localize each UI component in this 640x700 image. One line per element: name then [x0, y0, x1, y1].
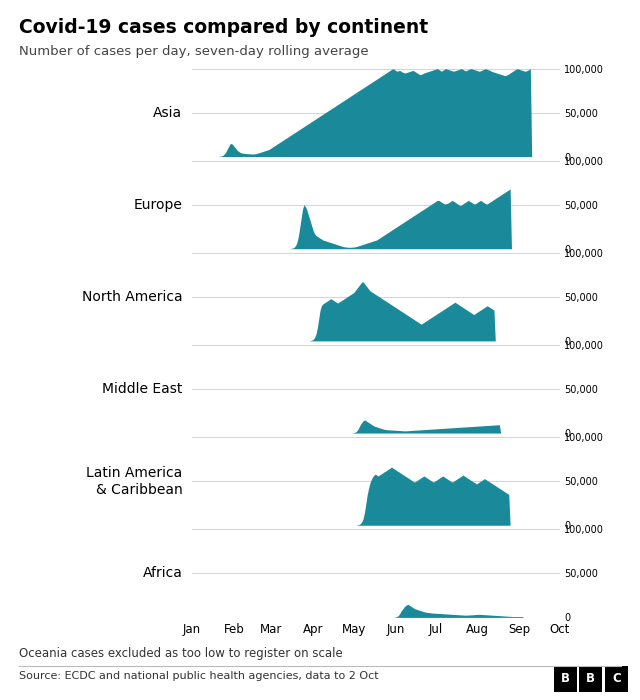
Text: Covid-19 cases compared by continent: Covid-19 cases compared by continent: [19, 18, 428, 37]
Text: Asia: Asia: [153, 106, 182, 120]
Text: B: B: [586, 673, 595, 685]
Text: B: B: [561, 673, 570, 685]
Text: Africa: Africa: [143, 566, 182, 580]
Text: Oceania cases excluded as too low to register on scale: Oceania cases excluded as too low to reg…: [19, 648, 343, 661]
Text: C: C: [612, 673, 621, 685]
Text: Latin America
& Caribbean: Latin America & Caribbean: [86, 466, 182, 497]
Text: North America: North America: [82, 290, 182, 304]
Text: Europe: Europe: [134, 197, 182, 211]
Text: Source: ECDC and national public health agencies, data to 2 Oct: Source: ECDC and national public health …: [19, 671, 379, 680]
Text: Middle East: Middle East: [102, 382, 182, 396]
Text: Number of cases per day, seven-day rolling average: Number of cases per day, seven-day rolli…: [19, 45, 369, 58]
